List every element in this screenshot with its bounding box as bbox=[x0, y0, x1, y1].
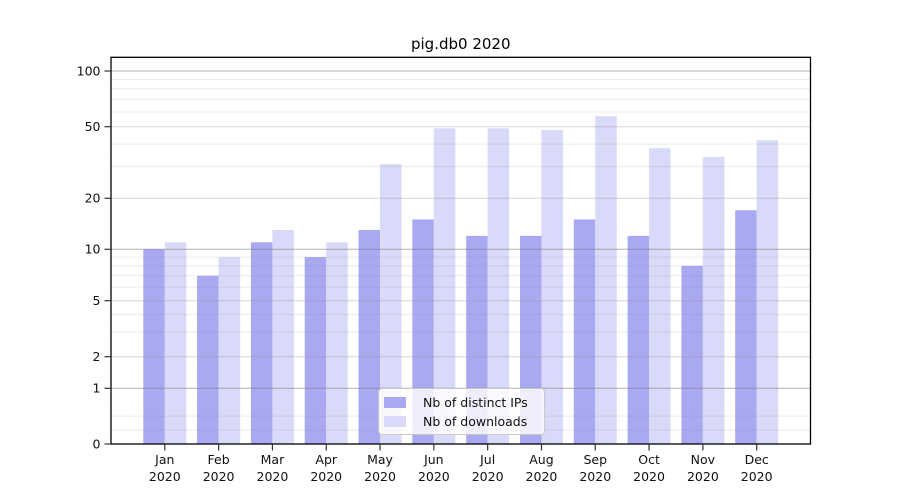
y-tick-label: 0 bbox=[93, 436, 101, 451]
bar-downloads-sep bbox=[595, 116, 617, 445]
y-tick-label: 5 bbox=[93, 293, 101, 308]
x-tick-label-year: 2020 bbox=[526, 469, 558, 484]
x-tick-label-year: 2020 bbox=[418, 469, 450, 484]
x-tick-label-year: 2020 bbox=[579, 469, 611, 484]
y-tick-label: 1 bbox=[93, 381, 101, 396]
bar-ips-mar bbox=[250, 242, 273, 444]
legend-label-downloads: Nb of downloads bbox=[423, 413, 528, 429]
bar-downloads-oct bbox=[649, 148, 671, 444]
x-tick-label-month: Mar bbox=[261, 452, 285, 467]
x-tick-label-month: Feb bbox=[208, 452, 230, 467]
bar-downloads-mar bbox=[272, 229, 294, 444]
bar-downloads-feb bbox=[218, 257, 241, 444]
legend-item-downloads: Nb of downloads bbox=[384, 414, 544, 429]
x-tick-label-month: Nov bbox=[691, 452, 716, 467]
bar-ips-nov bbox=[681, 265, 703, 444]
bar-ips-oct bbox=[627, 235, 650, 444]
x-tick-label-month: Jul bbox=[479, 452, 495, 467]
y-tick-label: 20 bbox=[85, 191, 101, 206]
x-tick-label-month: Dec bbox=[745, 452, 769, 467]
bar-downloads-aug bbox=[541, 129, 563, 444]
bar-ips-apr bbox=[304, 257, 327, 444]
y-tick-label: 100 bbox=[77, 63, 101, 78]
bar-ips-jan bbox=[143, 249, 165, 444]
x-tick-label-month: Jun bbox=[423, 452, 444, 467]
bar-downloads-jul bbox=[487, 128, 510, 444]
x-tick-label-year: 2020 bbox=[257, 469, 289, 484]
legend: Nb of distinct IPs Nb of downloads bbox=[378, 388, 545, 435]
y-tick-label: 50 bbox=[85, 119, 101, 134]
x-tick-label-year: 2020 bbox=[203, 469, 235, 484]
x-tick-label-year: 2020 bbox=[741, 469, 773, 484]
x-tick-label-month: Aug bbox=[529, 452, 553, 467]
plot-border bbox=[110, 56, 812, 445]
x-tick-label-year: 2020 bbox=[472, 469, 504, 484]
x-tick-label-year: 2020 bbox=[364, 469, 396, 484]
bar-downloads-dec bbox=[756, 140, 779, 445]
bar-ips-feb bbox=[197, 275, 219, 444]
bar-downloads-nov bbox=[702, 156, 725, 444]
x-tick-label-year: 2020 bbox=[633, 469, 665, 484]
x-tick-label-year: 2020 bbox=[310, 469, 342, 484]
bar-ips-dec bbox=[735, 210, 757, 444]
bar-downloads-jun bbox=[433, 128, 456, 444]
x-tick-label-month: Apr bbox=[315, 452, 337, 467]
x-tick-label-month: Jan bbox=[154, 452, 174, 467]
y-tick-label: 2 bbox=[93, 349, 101, 364]
legend-swatch-distinct-ips-icon bbox=[384, 396, 406, 408]
x-tick-label-month: May bbox=[367, 452, 393, 467]
x-tick-label-month: Oct bbox=[638, 452, 660, 467]
bar-downloads-apr bbox=[326, 242, 348, 444]
chart-title: pig.db0 2020 bbox=[411, 35, 511, 53]
x-tick-label-year: 2020 bbox=[687, 469, 719, 484]
bar-ips-may bbox=[358, 229, 381, 444]
legend-swatch-downloads-icon bbox=[384, 415, 406, 427]
x-tick-label-month: Sep bbox=[583, 452, 607, 467]
bar-downloads-may bbox=[380, 164, 402, 444]
bar-downloads-jan bbox=[164, 242, 187, 444]
x-tick-label-year: 2020 bbox=[149, 469, 181, 484]
legend-label-distinct-ips: Nb of distinct IPs bbox=[423, 394, 528, 410]
y-tick-label: 10 bbox=[85, 242, 101, 257]
legend-item-distinct-ips: Nb of distinct IPs bbox=[384, 395, 544, 410]
